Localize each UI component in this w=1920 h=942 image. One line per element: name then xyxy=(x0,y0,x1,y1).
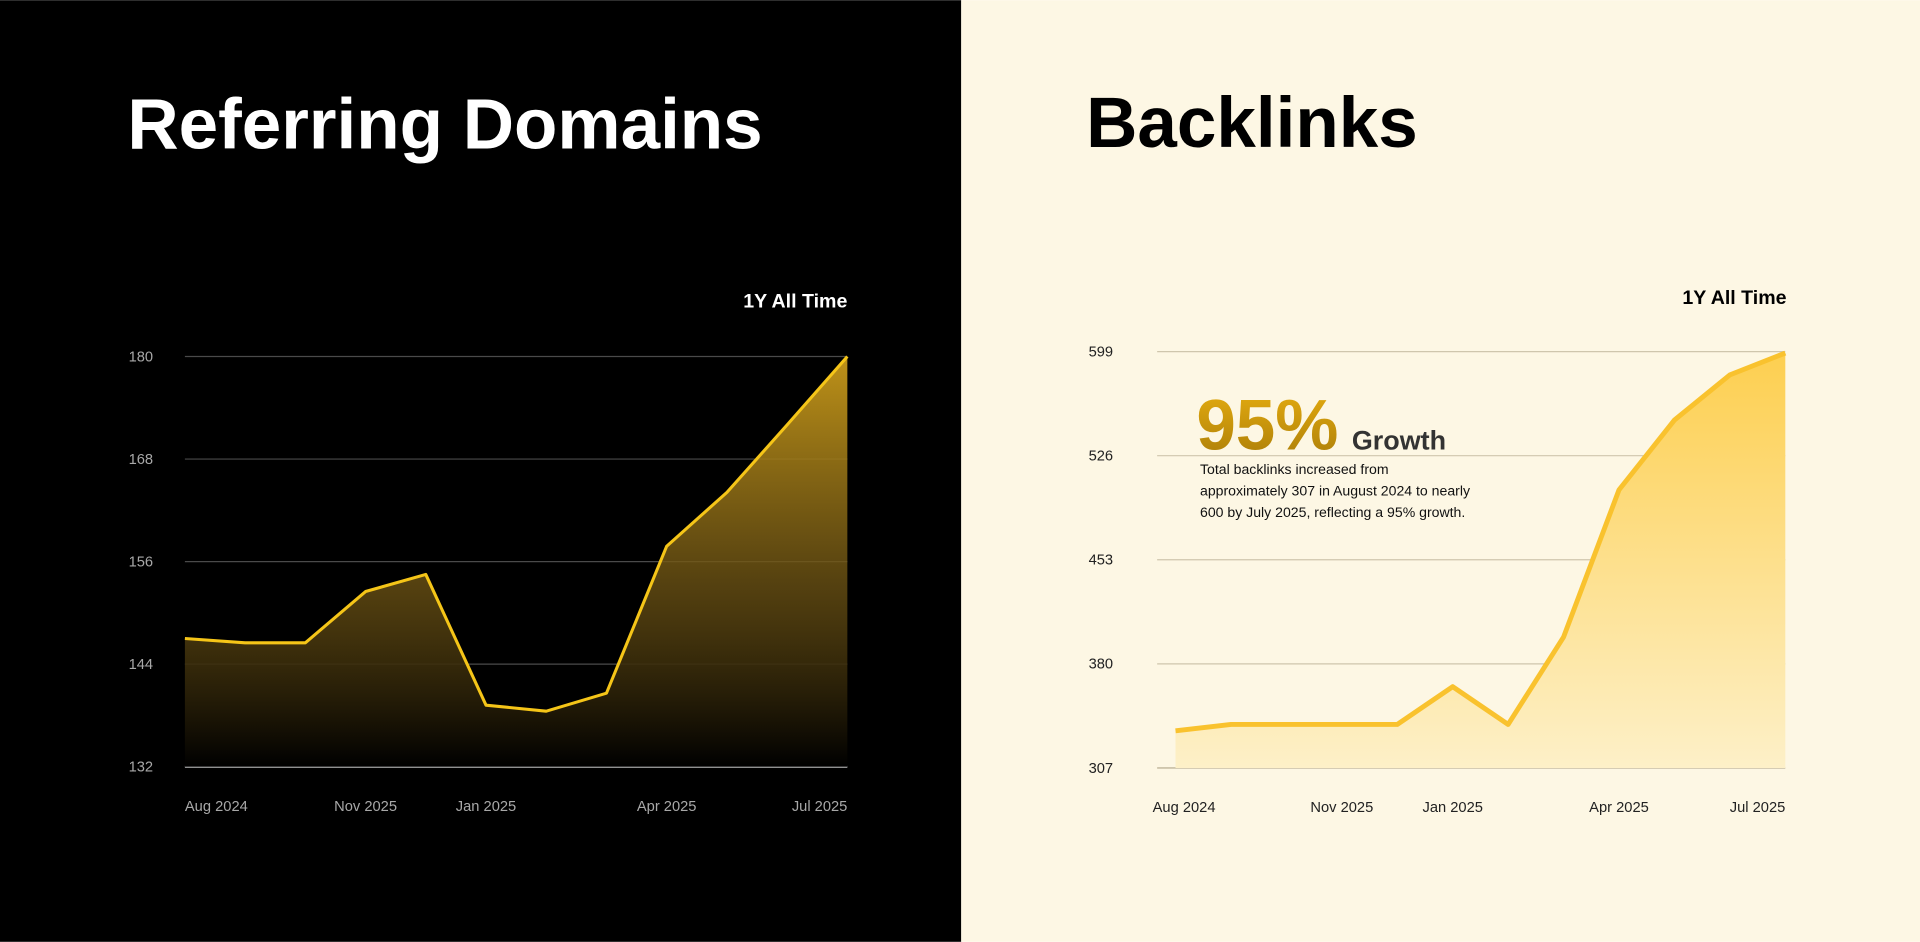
x-tick-label: Nov 2025 xyxy=(1310,800,1373,816)
line xyxy=(1175,350,1787,734)
y-tick-label: 144 xyxy=(129,657,154,673)
y-tick-label: 307 xyxy=(1089,761,1114,777)
description: Total backlinks increased from xyxy=(1200,461,1389,477)
headline: 95% xyxy=(1196,387,1338,466)
description: 600 by July 2025, reflecting a 95% growt… xyxy=(1200,504,1465,520)
range-toggle[interactable]: 1Y All Time xyxy=(1682,287,1786,309)
y-tick-label: 380 xyxy=(1089,657,1114,673)
chart-title: Backlinks xyxy=(1086,84,1418,163)
area xyxy=(1175,353,1786,768)
range-toggle[interactable]: 1Y All Time xyxy=(743,291,847,313)
x-tick-label: Apr 2025 xyxy=(1589,800,1649,816)
description: approximately 307 in August 2024 to near… xyxy=(1200,482,1471,498)
x-tick-label: Aug 2024 xyxy=(185,799,248,815)
x-tick-label: Nov 2025 xyxy=(334,799,397,815)
y-tick-label: 168 xyxy=(129,452,154,468)
y-tick-label: 599 xyxy=(1089,345,1114,361)
x-tick-label: Jul 2025 xyxy=(792,799,848,815)
chart-title: Referring Domains xyxy=(127,85,762,164)
line xyxy=(184,355,849,713)
x-tick-label: Aug 2024 xyxy=(1153,800,1216,816)
y-tick-label: 453 xyxy=(1089,553,1114,569)
x-tick-label: Jan 2025 xyxy=(456,799,516,815)
x-tick-label: Jul 2025 xyxy=(1730,800,1786,816)
y-tick-label: 180 xyxy=(129,349,154,365)
y-tick-label: 132 xyxy=(129,760,154,776)
x-tick-label: Apr 2025 xyxy=(637,799,697,815)
headline-label: Growth xyxy=(1352,426,1446,456)
y-tick-label: 156 xyxy=(129,555,154,571)
x-tick-label: Jan 2025 xyxy=(1422,800,1482,816)
y-tick-label: 526 xyxy=(1089,449,1114,465)
area xyxy=(184,356,848,767)
